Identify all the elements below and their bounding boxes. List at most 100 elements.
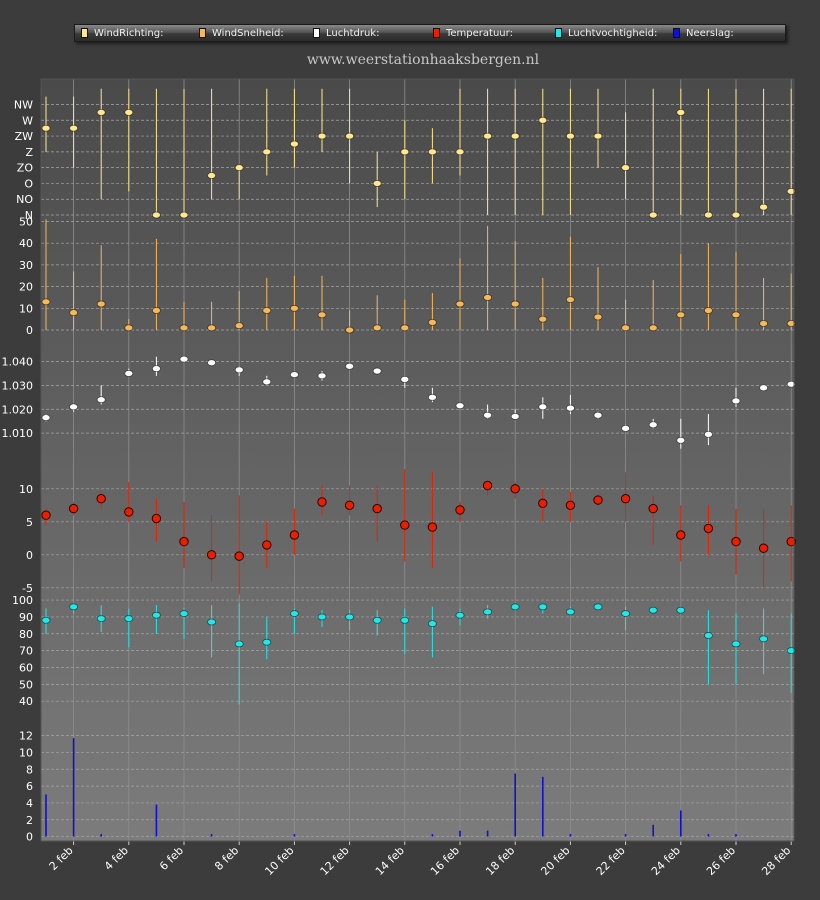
wind-direction-point: [483, 132, 493, 140]
legend-bar: WindRichting: WindSnelheid: Luchtdruk: Temp…: [74, 24, 786, 42]
wind-direction-point: [151, 211, 161, 219]
humidity-point: [759, 635, 768, 643]
wind-speed-point: [455, 300, 465, 308]
pressure-point: [262, 378, 272, 386]
legend-item: Luchtvochtigheid:: [555, 27, 657, 39]
pressure-point: [345, 362, 355, 370]
x-tick-label: 2 feb: [47, 844, 76, 873]
humidity-point: [455, 611, 465, 619]
humidity-point: [593, 603, 603, 611]
humidity-point: [676, 606, 686, 614]
temperature-point: [565, 500, 576, 510]
y-tick-label: 100: [12, 594, 33, 607]
pressure-point: [41, 414, 51, 422]
legend-label: Neerslag:: [686, 27, 734, 39]
y-tick-label: 40: [19, 237, 33, 250]
pressure-point: [317, 372, 327, 380]
y-tick-label: 1.030: [2, 379, 34, 392]
wind-speed-point: [510, 300, 520, 308]
pressure-point: [372, 367, 382, 375]
wind-speed-point: [648, 324, 658, 332]
humidity-point: [786, 647, 796, 655]
wind-direction-point: [566, 132, 575, 140]
wind-speed-point: [483, 294, 493, 301]
temperature-point: [206, 550, 217, 560]
x-tick-label: 8 feb: [212, 844, 241, 873]
humidity-point: [566, 608, 575, 616]
humidity-point: [345, 613, 355, 621]
pressure-point: [483, 411, 493, 419]
pressure-point: [96, 396, 106, 404]
wind-speed-point: [179, 324, 189, 332]
pressure-point: [510, 413, 520, 420]
wind-direction-point: [648, 211, 658, 219]
temperature-point: [234, 551, 244, 561]
wind-direction-point: [262, 148, 272, 156]
legend-label: WindRichting:: [94, 27, 164, 39]
wind-direction-point: [593, 132, 603, 140]
x-tick-label: 20 feb: [538, 844, 572, 878]
humidity-point: [731, 640, 741, 648]
humidity-point: [96, 615, 106, 622]
y-tick-label: 0: [26, 324, 33, 337]
wind-direction-point: [400, 148, 410, 156]
temperature-point: [758, 543, 769, 553]
y-tick-label: ZO: [17, 162, 34, 175]
temperature-point: [455, 505, 465, 515]
humidity-point: [483, 608, 493, 616]
wind-direction-point: [455, 148, 465, 156]
humidity-point: [621, 610, 630, 617]
wind-speed-point: [704, 307, 713, 314]
pressure-point: [124, 370, 134, 377]
wind-speed-point: [786, 320, 796, 327]
temperature-point: [648, 503, 658, 514]
x-tick-label: 24 feb: [649, 844, 683, 878]
site-title: www.weerstationhaaksbergen.nl: [306, 52, 540, 68]
y-tick-label: 1.020: [2, 403, 34, 416]
temperature-point: [538, 498, 548, 509]
y-tick-label: NW: [14, 99, 33, 112]
wind-speed-point: [41, 298, 51, 306]
x-tick-label: 14 feb: [373, 844, 407, 878]
y-tick-label: O: [24, 177, 33, 190]
legend-label: Luchtdruk:: [326, 27, 380, 39]
pressure-point: [289, 371, 299, 379]
x-tick-label: 6 feb: [157, 844, 186, 873]
wind-direction-point: [538, 116, 548, 124]
wind-speed-point: [538, 315, 548, 323]
temperature-point: [731, 536, 741, 547]
plot-frame: [40, 78, 795, 842]
temperature-point: [400, 520, 410, 530]
pressure-point: [455, 402, 465, 410]
y-tick-label: 0: [26, 831, 33, 844]
x-tick-label: 22 feb: [594, 844, 628, 878]
temperature-point: [703, 523, 714, 534]
plot-area: [41, 79, 794, 841]
humidity-point: [427, 620, 437, 628]
wind-direction-point: [759, 203, 768, 211]
wind-speed-point: [345, 326, 355, 334]
pressure-point: [621, 424, 630, 432]
pressure-point: [593, 411, 603, 419]
x-tick-label: 10 feb: [262, 844, 296, 878]
pressure-point: [648, 421, 658, 429]
y-tick-label: 4: [26, 797, 33, 810]
y-tick-label: 2: [26, 814, 33, 827]
wind-direction-point: [676, 108, 686, 116]
wind-speed-point: [289, 304, 299, 312]
x-tick-label: 12 feb: [318, 844, 352, 878]
pressure-point: [538, 403, 548, 411]
wind-speed-point: [566, 296, 575, 304]
y-tick-label: 5: [26, 516, 33, 529]
humidity-point: [234, 640, 244, 648]
temperature-point: [786, 536, 796, 547]
pressure-point: [731, 397, 741, 405]
legend-swatch: [313, 28, 320, 38]
wind-speed-point: [427, 319, 437, 326]
legend-swatch: [673, 28, 680, 38]
humidity-point: [69, 603, 78, 611]
temperature-point: [593, 495, 603, 505]
wind-direction-point: [704, 211, 713, 219]
humidity-point: [41, 616, 51, 624]
